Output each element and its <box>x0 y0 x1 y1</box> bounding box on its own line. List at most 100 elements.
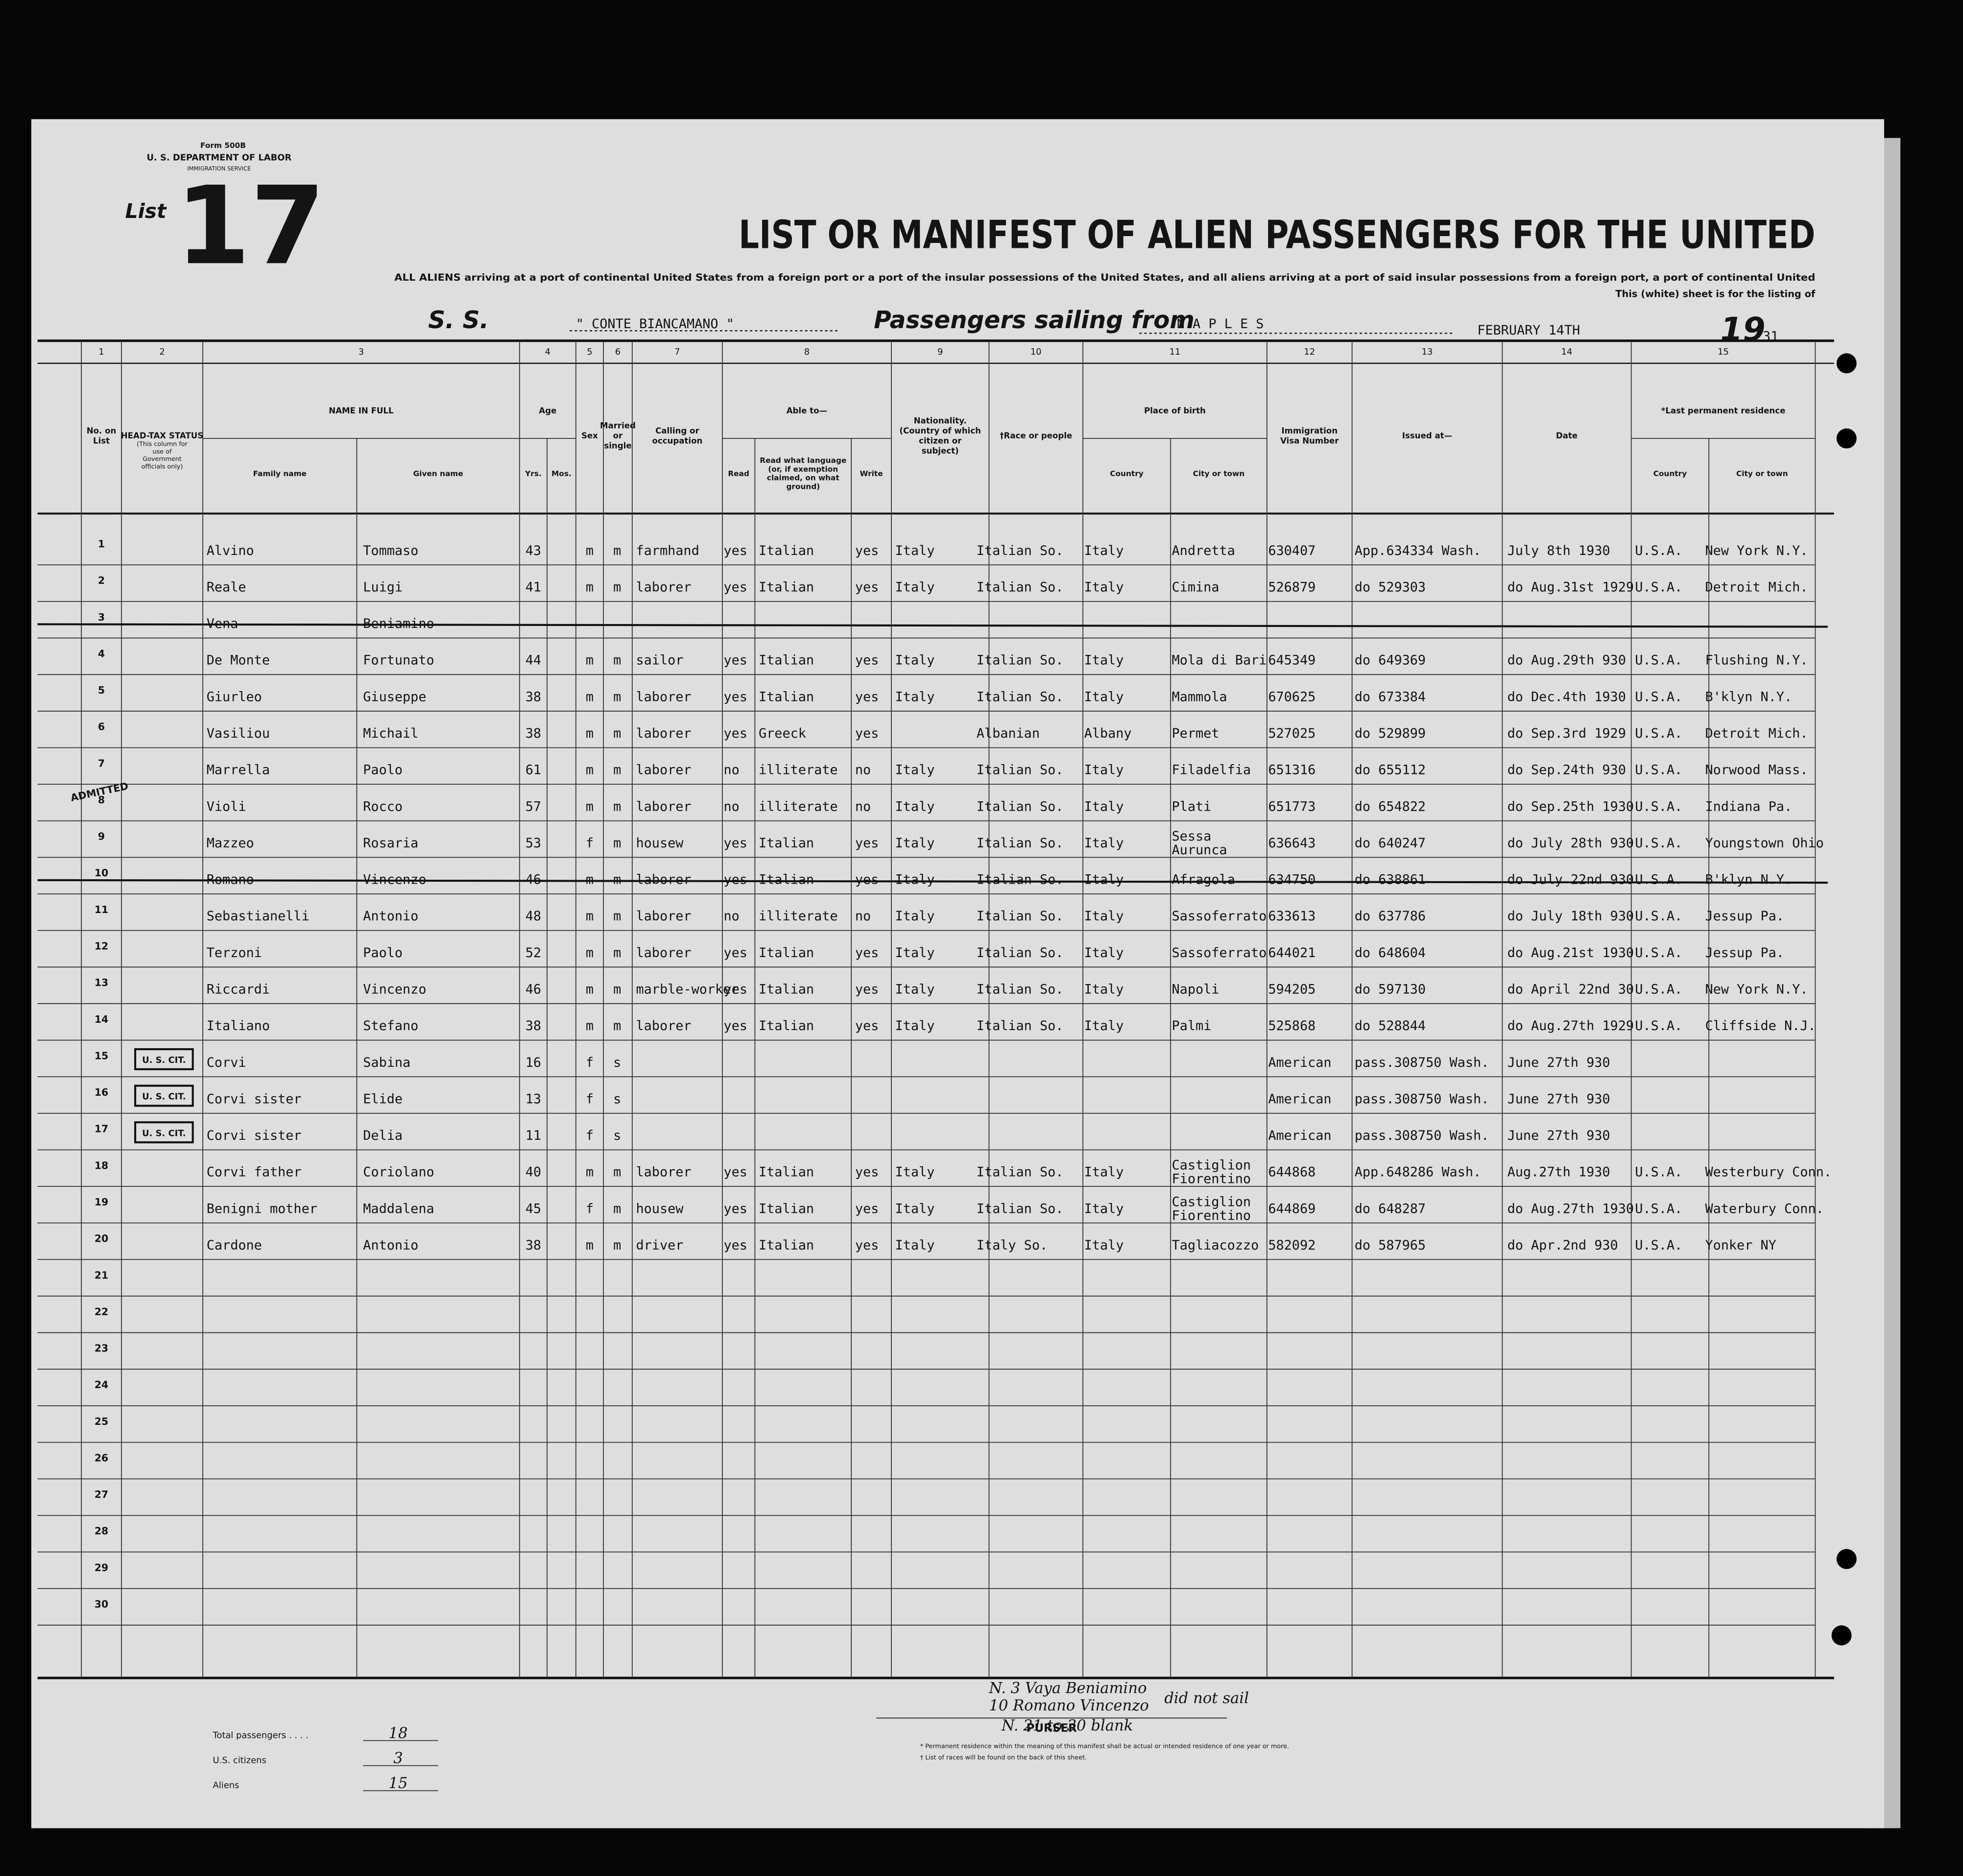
column-header: †Race or people <box>1000 431 1072 440</box>
cell-write: yes <box>855 579 879 595</box>
cell-issued-at: do 597130 <box>1355 982 1426 997</box>
cell-marital: m <box>613 1201 621 1216</box>
cell-race: Italian So. <box>977 872 1064 888</box>
cell-family: Cardone <box>207 1238 262 1253</box>
cell-birth-city: Tagliacozzo <box>1172 1238 1259 1253</box>
cell-write: yes <box>855 726 879 741</box>
cell-language: Italian <box>759 1201 814 1216</box>
cell-given: Paolo <box>363 763 403 778</box>
cell-family: Mazzeo <box>207 836 254 851</box>
cell-issued-at: pass.308750 Wash. <box>1355 1091 1489 1106</box>
cell-visa: 644021 <box>1268 945 1316 961</box>
cell-date: June 27th 930 <box>1508 1128 1610 1143</box>
cell-res-country: U.S.A. <box>1635 909 1682 924</box>
punch-hole <box>1836 1549 1857 1569</box>
cell-given: Luigi <box>363 579 403 595</box>
cell-res-country: U.S.A. <box>1635 726 1682 741</box>
cell-age: 43 <box>526 543 541 558</box>
cell-issued-at: do 638861 <box>1355 872 1426 888</box>
sub-header: Family name <box>253 469 307 478</box>
cell-res-city: Youngstown Ohio <box>1705 836 1823 851</box>
cell-age: 48 <box>526 909 541 924</box>
cell-date: do July 22nd 930 <box>1508 872 1634 888</box>
cell-sex: f <box>586 1091 594 1106</box>
cell-occupation: laborer <box>636 799 692 814</box>
cell-write: yes <box>855 1238 879 1253</box>
cell-age: 57 <box>526 799 541 814</box>
cell-res-city: Jessup Pa. <box>1705 945 1784 961</box>
cell-occupation: laborer <box>636 689 692 704</box>
column-header: Nationality. (Country of which citizen or s… <box>899 416 981 455</box>
cell-marital: m <box>613 872 621 888</box>
cell-age: 13 <box>526 1091 541 1106</box>
cell-marital: m <box>613 982 621 997</box>
row-number: 23 <box>95 1343 108 1354</box>
sailing-label: Passengers sailing from <box>874 307 1195 334</box>
row-number: 26 <box>95 1452 108 1464</box>
cell-issued-at: App.634334 Wash. <box>1355 543 1481 558</box>
cell-occupation: marble-worker <box>636 982 739 997</box>
row-number: 27 <box>95 1489 108 1500</box>
cell-sex: m <box>586 909 594 924</box>
row-number: 15 <box>95 1050 108 1061</box>
cell-language: Italian <box>759 1018 814 1034</box>
ship-name: " CONTE BIANCAMANO " <box>576 316 734 332</box>
cell-sex: f <box>586 1128 594 1143</box>
cell-nationality: Italy <box>895 909 935 924</box>
cell-date: do Aug.27th 1929 <box>1508 1018 1634 1034</box>
cell-res-country: U.S.A. <box>1635 1165 1682 1180</box>
cell-marital: m <box>613 726 621 741</box>
cell-given: Elide <box>363 1091 403 1106</box>
headtax-stamp <box>134 1121 194 1144</box>
cell-given: Tommaso <box>363 543 418 558</box>
cell-age: 38 <box>526 1238 541 1253</box>
cell-marital: m <box>613 543 621 558</box>
cell-write: yes <box>855 872 879 888</box>
punch-hole <box>1836 428 1857 449</box>
column-header: Place of birth <box>1144 406 1206 415</box>
cell-nationality: Italy <box>895 579 935 595</box>
cell-issued-at: do 529899 <box>1355 726 1426 741</box>
cell-read: no <box>723 799 739 814</box>
sub-header: Country <box>1110 469 1143 478</box>
cell-res-country: U.S.A. <box>1635 1238 1682 1253</box>
cell-write: yes <box>855 1165 879 1180</box>
cell-birth-country: Italy <box>1084 836 1124 851</box>
cell-issued-at: do 587965 <box>1355 1238 1426 1253</box>
column-number: 6 <box>615 347 621 357</box>
cell-birth-city: Castiglion Fiorentino <box>1172 1158 1251 1187</box>
column-header: Able to— <box>787 406 827 415</box>
row-number: 2 <box>98 575 105 586</box>
cell-visa: American <box>1268 1128 1331 1143</box>
cell-race: Italian So. <box>977 945 1064 961</box>
footnote: * Permanent residence within the meaning… <box>920 1743 1289 1750</box>
cell-sex: m <box>586 543 594 558</box>
cell-read: yes <box>723 982 747 997</box>
cell-visa: 644868 <box>1268 1165 1316 1180</box>
year-prefix: 19 <box>1720 311 1765 349</box>
cell-sex: m <box>586 945 594 961</box>
cell-family: Benigni mother <box>207 1201 317 1216</box>
cell-res-country: U.S.A. <box>1635 799 1682 814</box>
cell-age: 52 <box>526 945 541 961</box>
headtax-status: U. S. CIT. <box>142 1092 186 1102</box>
column-header: Married or single <box>600 421 636 451</box>
cell-given: Sabina <box>363 1055 410 1070</box>
date: FEBRUARY 14TH <box>1477 323 1580 338</box>
cell-age: 41 <box>526 579 541 595</box>
cell-write: yes <box>855 945 879 961</box>
cell-nationality: Italy <box>895 1165 935 1180</box>
cell-visa: 594205 <box>1268 982 1316 997</box>
cell-language: illiterate <box>759 799 838 814</box>
cell-nationality: Italy <box>895 763 935 778</box>
cell-language: Italian <box>759 945 814 961</box>
row-number: 28 <box>95 1525 108 1537</box>
row-number: 3 <box>98 611 105 623</box>
cell-sex: m <box>586 799 594 814</box>
cell-res-city: B'klyn N.Y. <box>1705 689 1792 704</box>
cell-family: Corvi sister <box>207 1091 302 1106</box>
cell-issued-at: App.648286 Wash. <box>1355 1165 1481 1180</box>
cell-read: yes <box>723 1165 747 1180</box>
cell-birth-city: Andretta <box>1172 543 1235 558</box>
handwritten-note: did not sail <box>1164 1690 1249 1707</box>
